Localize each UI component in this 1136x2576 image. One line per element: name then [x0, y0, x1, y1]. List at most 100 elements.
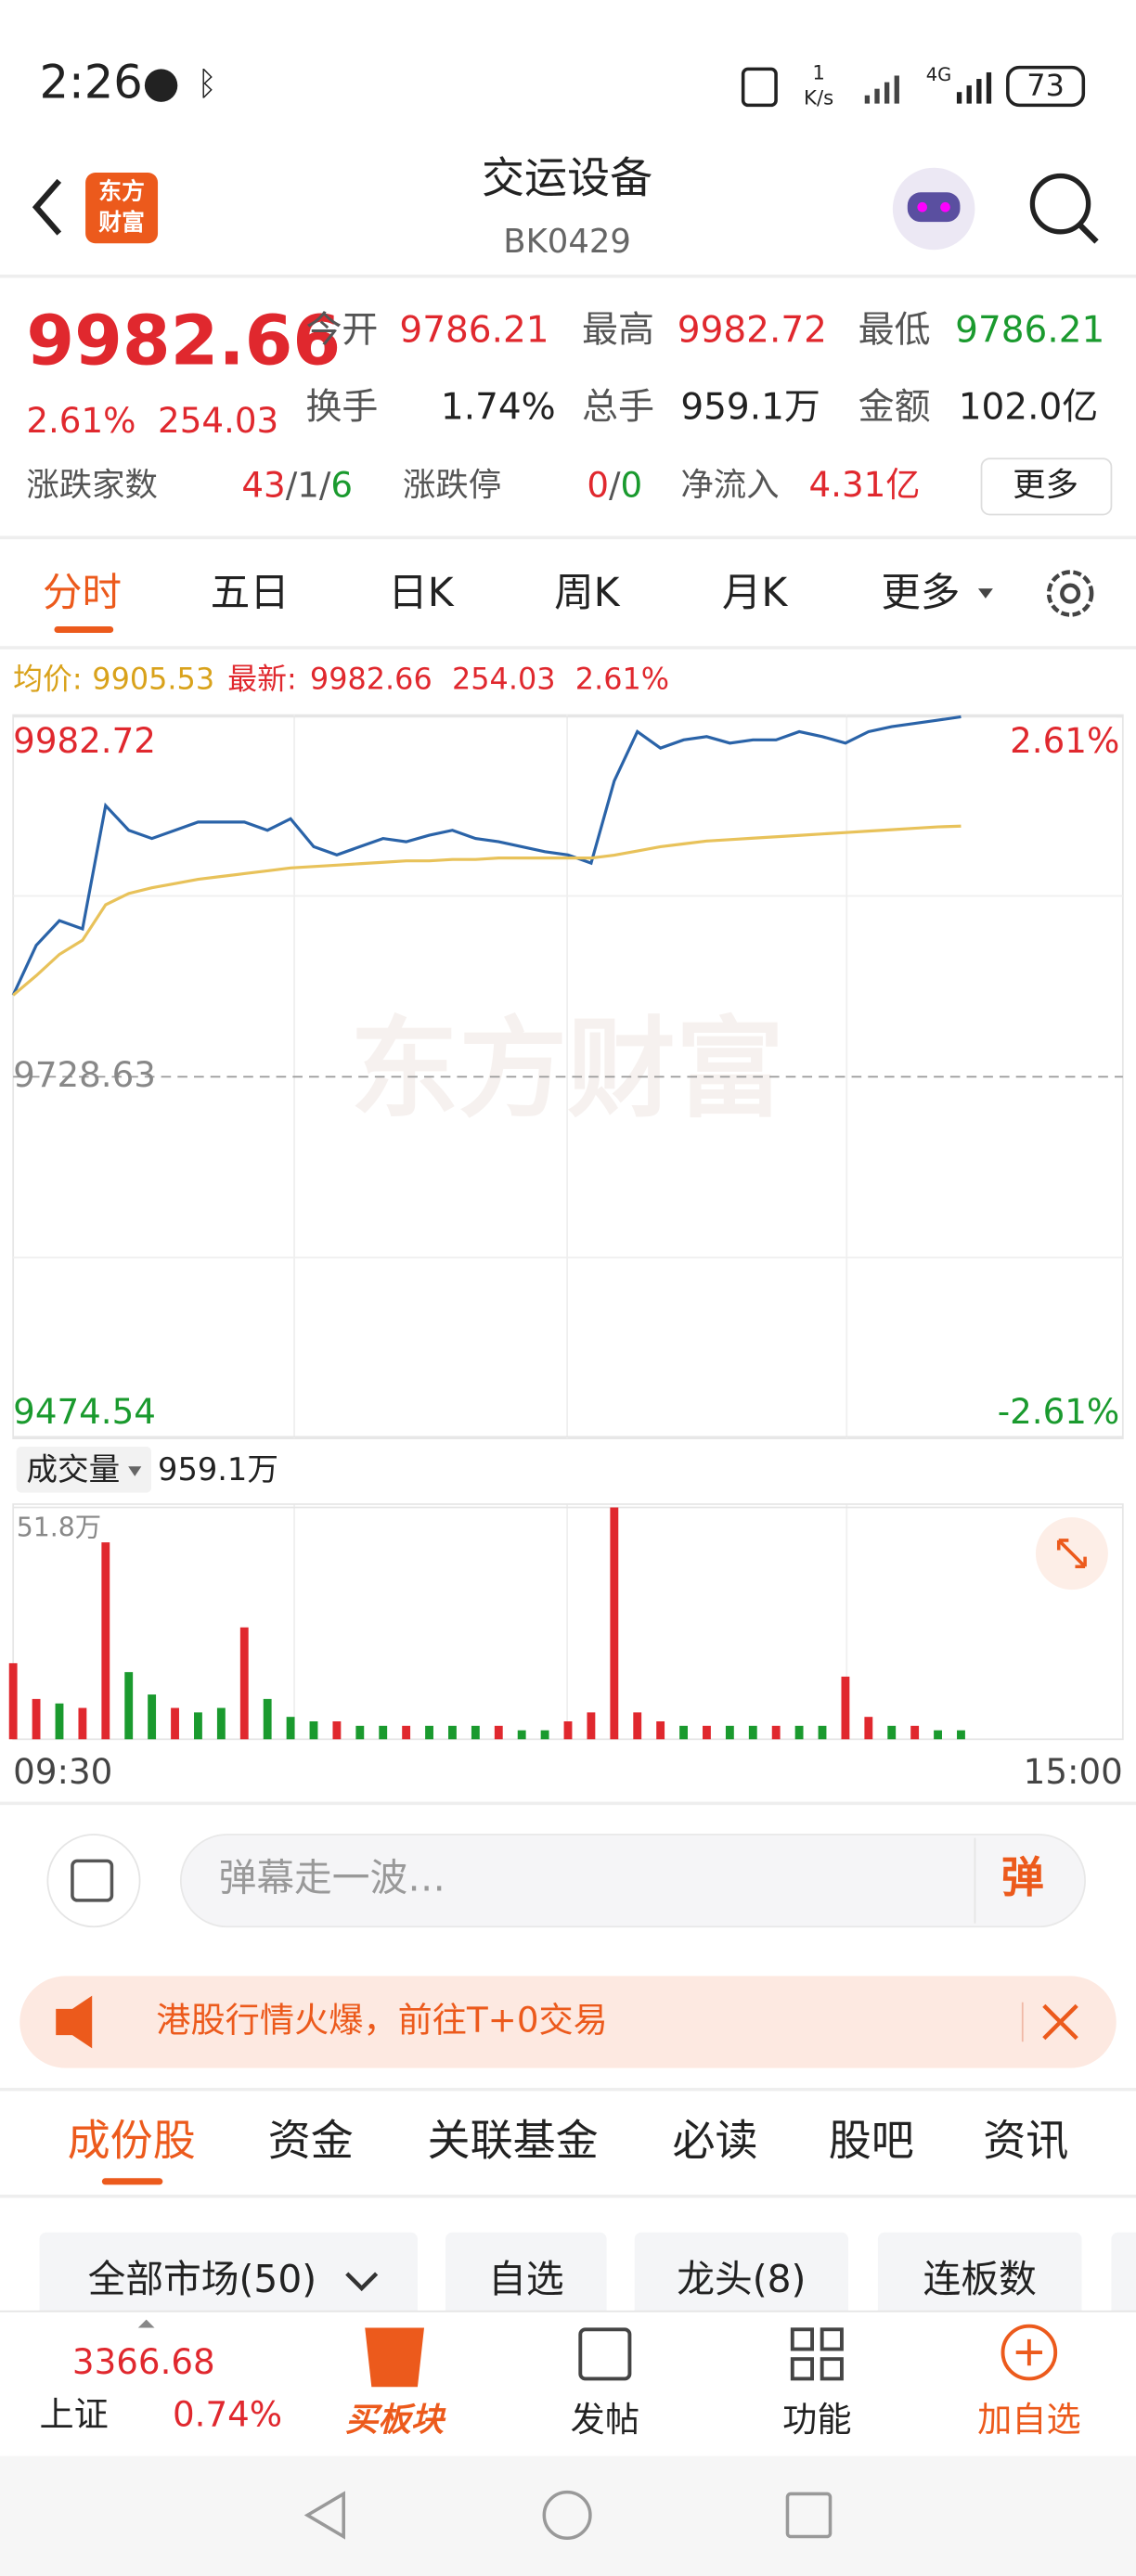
settings-button[interactable]	[1046, 570, 1094, 617]
search-handle	[1078, 223, 1099, 244]
summary-pct: 2.61%	[575, 661, 669, 696]
field-label: 今开	[305, 309, 378, 351]
filter-chip[interactable]	[445, 2232, 607, 2325]
shape	[966, 85, 972, 104]
tab-active[interactable]: 分时	[43, 571, 122, 616]
filter-text: 全部市场(50)	[88, 2257, 317, 2301]
chart-layer: 9474.54 9728.63 9982.72 2.61% -2.61% 09:30 15:…	[8, 715, 1123, 1792]
tab[interactable]: 五日	[211, 571, 290, 616]
volume-bar	[263, 1698, 272, 1740]
limit: 0/0	[587, 464, 642, 505]
filter-text: 连板数	[923, 2257, 1037, 2301]
danmaku-button[interactable]: 弹	[1001, 1852, 1044, 1902]
section-tab[interactable]: 必读	[672, 2116, 757, 2166]
volume-bar	[910, 1725, 920, 1740]
nav-item[interactable]: 发帖	[571, 2399, 639, 2440]
shape	[71, 1859, 114, 1902]
code: BK0429	[503, 223, 631, 261]
section-tab[interactable]: 资讯	[983, 2116, 1068, 2166]
shape	[976, 79, 982, 104]
sys-back[interactable]	[303, 2491, 345, 2540]
tab[interactable]: 月K	[722, 571, 788, 616]
nav-item[interactable]: 功能	[782, 2399, 851, 2440]
change: 254.03	[158, 400, 278, 441]
section-tab-active[interactable]: 成份股	[68, 2116, 196, 2166]
field-label: 金额	[858, 387, 931, 429]
sep: /	[319, 464, 331, 505]
field-value: 959.1万	[680, 387, 820, 429]
shape	[864, 95, 871, 104]
shape	[820, 2327, 844, 2351]
sep: /	[286, 464, 298, 505]
field-label: 最高	[582, 309, 654, 351]
shape	[917, 201, 928, 213]
logo-text: 财富	[98, 209, 145, 236]
filter-chip[interactable]	[1111, 2232, 1136, 2325]
more-text: 更多	[1013, 466, 1078, 504]
back-button[interactable]	[32, 178, 62, 236]
bluetooth-icon: ᛒ	[198, 65, 217, 103]
volume-bar	[355, 1725, 365, 1740]
danmaku-settings[interactable]	[46, 1834, 141, 1928]
shape	[940, 201, 950, 213]
more-button[interactable]	[980, 457, 1113, 516]
volume-bar	[818, 1725, 827, 1740]
volume-bar	[957, 1730, 965, 1740]
volume-bar	[887, 1725, 897, 1740]
nav-item[interactable]: 买板块	[345, 2401, 446, 2439]
section-tab[interactable]: 资金	[268, 2116, 354, 2166]
filter-chip[interactable]	[877, 2232, 1082, 2325]
buy-sector-icon	[365, 2327, 425, 2388]
add-icon	[1000, 2324, 1058, 2381]
search-button[interactable]	[1029, 173, 1091, 235]
shape	[790, 2327, 814, 2351]
field-value: 9982.72	[678, 309, 827, 351]
y-tick-label: 9474.54	[13, 1391, 156, 1432]
field-value: 9786.21	[399, 309, 549, 351]
volume-bar	[425, 1725, 433, 1740]
banner[interactable]	[19, 1976, 1117, 2068]
volume-selector[interactable]	[16, 1446, 151, 1493]
volume-bar	[610, 1507, 619, 1740]
filter-text: 自选	[488, 2257, 563, 2301]
network-type: 4G	[926, 64, 951, 85]
volume-bar	[748, 1725, 757, 1740]
title: 交运设备	[482, 152, 652, 202]
logo[interactable]	[85, 173, 159, 244]
limit-down: 0	[621, 464, 643, 505]
tab[interactable]: 周K	[554, 571, 620, 616]
sep: /	[609, 464, 621, 505]
signal-icon	[864, 75, 899, 104]
field-label: 换手	[305, 387, 378, 429]
danmaku-input[interactable]	[179, 1834, 1086, 1928]
volume-bar	[725, 1725, 734, 1740]
section-tab[interactable]: 股吧	[829, 2116, 914, 2166]
volume-bar	[332, 1720, 342, 1740]
index-value[interactable]: 3366.68	[72, 2341, 215, 2382]
volume-bar	[124, 1671, 134, 1740]
shape	[894, 75, 899, 104]
shape	[874, 88, 880, 104]
volume-bar	[8, 1663, 18, 1740]
battery-icon	[1006, 65, 1086, 108]
banner-close[interactable]	[1042, 2003, 1078, 2041]
tab[interactable]: 更多	[881, 571, 960, 616]
logo-text: 东方	[98, 177, 145, 204]
volume-bar	[286, 1717, 295, 1740]
section-tab[interactable]: 关联基金	[428, 2116, 599, 2166]
filter-chip[interactable]	[39, 2232, 418, 2325]
volume-bar	[771, 1725, 781, 1740]
latest: 9982.66	[310, 661, 432, 696]
volume-bar	[55, 1703, 64, 1740]
tab[interactable]: 日K	[388, 571, 454, 616]
sys-home[interactable]	[542, 2490, 592, 2541]
sys-recent[interactable]	[785, 2492, 833, 2539]
battery-level: 73	[1026, 68, 1065, 103]
filter-chip[interactable]	[634, 2232, 849, 2325]
nav-item[interactable]: 加自选	[977, 2399, 1081, 2440]
net-unit: K/s	[804, 86, 833, 109]
system-nav	[0, 2455, 1136, 2576]
volume-label: 成交量	[26, 1451, 120, 1488]
